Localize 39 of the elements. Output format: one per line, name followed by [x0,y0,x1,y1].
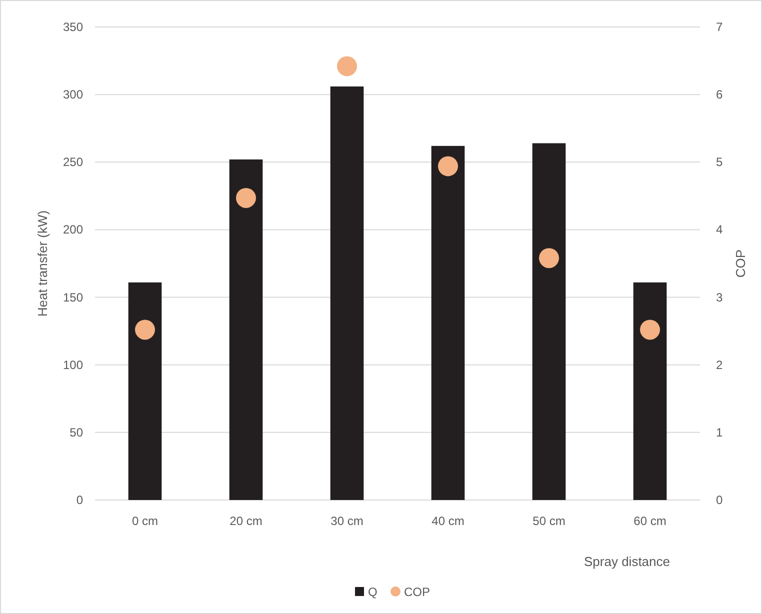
y2-tick-label: 7 [716,20,723,34]
y-tick-label: 200 [62,222,84,237]
x-tick-label: 40 cm [432,514,464,528]
y-tick-label: 100 [62,358,84,372]
y2-axis-title: COP [733,249,748,278]
point [236,188,256,208]
bar [532,143,566,500]
y2-tick-label: 1 [716,425,723,440]
y2-tick-label: 4 [716,222,723,237]
y-axis-title: Heat transfer (kW) [35,210,50,317]
y2-tick-label: 0 [716,493,723,507]
y-tick-label: 300 [62,88,84,102]
x-tick-label: 0 cm [132,514,158,528]
x-axis-title: Spray distance [584,554,670,569]
point [337,56,357,76]
point [438,156,458,176]
bar [633,282,667,500]
bar [330,86,364,500]
y2-tick-label: 6 [716,88,723,102]
y-tick-label: 50 [70,425,84,440]
y2-tick-label: 2 [716,358,723,372]
x-tick-label: 50 cm [532,514,566,528]
legend-label: Q [368,585,378,599]
y-tick-label: 250 [62,155,84,170]
y2-tick-label: 5 [716,155,723,170]
bar [229,159,263,500]
y-tick-label: 0 [76,493,84,507]
bar [128,282,162,500]
y-tick-label: 150 [62,290,84,304]
bar [431,146,465,500]
y2-tick-label: 3 [716,290,723,304]
x-tick-label: 30 cm [330,514,364,528]
x-tick-label: 20 cm [230,514,262,528]
point [134,320,155,340]
y-tick-label: 350 [62,20,84,34]
legend-label: COP [404,585,430,599]
point [539,248,560,268]
point [640,320,660,340]
x-tick-label: 60 cm [634,514,666,528]
